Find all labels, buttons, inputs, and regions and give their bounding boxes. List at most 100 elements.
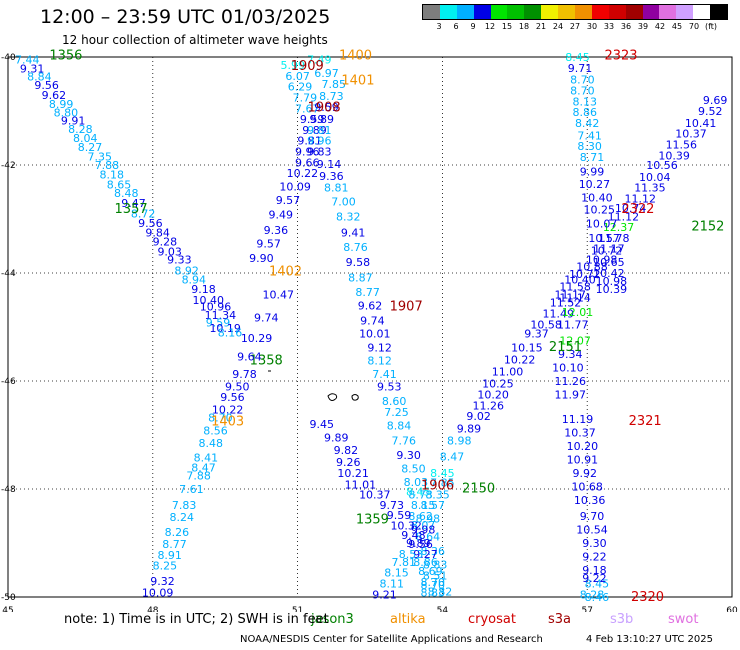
wave-height-value: 11.01 [345,479,377,492]
wave-height-value: 9.32 [150,575,175,588]
wave-height-value: 10.25 [584,203,616,216]
wave-height-value: 8.60 [382,395,407,408]
wave-height-value: 9.49 [268,209,293,222]
wave-height-value: 8.45 [565,51,590,64]
wave-height-value: 8.03 [404,476,429,489]
wave-height-value: 11.58 [559,281,591,294]
y-tick-label: -42 [1,161,16,171]
wave-height-value: 8.36 [420,545,445,558]
wave-height-value: 9.12 [367,342,392,355]
colorbar-label: 24 [552,22,564,31]
colorbar-swatch [608,5,626,19]
wave-height-value: 7.76 [392,434,417,447]
wave-height-value: 9.18 [582,564,607,577]
legend-item-swot: swot [668,612,699,627]
colorbar-label: 12 [484,22,496,31]
track-1402: 5.996.076.297.797.679.599.899.819.969.66… [249,59,327,279]
wave-height-value: 8.94 [182,273,207,286]
wave-height-value: 9.56 [408,538,433,551]
wave-height-value: 10.98 [586,254,618,267]
wave-height-value: 9.69 [703,94,728,107]
wave-height-value: 8.84 [387,419,412,432]
wave-height-value: 8.13 [573,95,598,108]
wave-height-value: 10.65 [593,256,625,269]
colorbar [422,4,728,20]
wave-height-value: 8.50 [401,462,426,475]
wave-height-value: 10.10 [552,362,584,375]
wave-height-value: 11.78 [598,232,630,245]
wave-height-value: 9.31 [20,62,45,75]
rev-label: 1358 [250,353,283,368]
wave-height-value: 8.25 [153,560,178,573]
colorbar-swatch [490,5,508,19]
wave-height-value: 9.96 [307,135,332,148]
wave-height-value: 9.37 [524,327,549,340]
wave-height-value: 11.12 [625,192,657,205]
track-1400: 7.49 1400 [307,48,372,66]
colorbar-label: 45 [671,22,683,31]
wave-height-value: 7.88 [186,470,211,483]
wave-height-value: 8.11 [379,578,404,591]
wave-height-value: 10.22 [287,167,319,180]
track-1356: 7.449.318.849.569.628.998.809.918.288.04… [15,48,242,339]
wave-height-value: 11.26 [555,375,587,388]
wave-height-value: 7.44 [15,54,40,67]
wave-height-value: 10.04 [639,171,671,184]
wave-height-value: 9.57 [256,237,281,250]
rev-label: 2322 [621,202,654,217]
wave-height-value: 11.97 [555,389,587,402]
wave-height-value: 11.00 [492,365,524,378]
wave-height-value: 7.61 [179,483,204,496]
colorbar-swatch [575,5,592,19]
wave-height-value: 7.88 [95,159,120,172]
wave-height-value: 9.36 [264,224,289,237]
rev-label: 1403 [211,414,244,429]
colorbar-label: 3 [436,22,442,31]
rev-label: 2323 [604,48,637,63]
track-1909: 1909 [291,59,324,74]
wave-height-value: 9.34 [558,348,583,361]
track-1357: 1357 [115,202,148,217]
colorbar-label: 27 [569,22,581,31]
wave-height-value: 8.99 [49,98,74,111]
wave-height-value: 8.41 [194,452,219,465]
colorbar-swatch [659,5,677,19]
wave-height-value: 12.01 [562,306,594,319]
wave-height-value: 10.22 [212,404,244,417]
wave-height-value: 8.98 [447,434,472,447]
wave-height-value: 10.21 [337,467,369,480]
colorbar-label: 42 [654,22,666,31]
colorbar-swatch [693,5,711,19]
wave-height-value: 6.07 [285,70,310,83]
y-tick-label: -40 [1,53,16,63]
wave-height-value: 11.14 [559,291,591,304]
wave-height-value: 10.20 [567,440,599,453]
track-1908: 1908 [308,101,341,116]
wave-height-value: 7.00 [331,196,356,209]
wave-height-value: 9.96 [295,146,320,159]
colorbar-swatch [591,5,609,19]
legend-item-jason3: jason3 [311,612,354,627]
island-shape [351,394,359,401]
colorbar-swatch [710,5,728,19]
wave-height-value: 10.36 [574,494,606,507]
wave-height-value: 9.58 [346,256,371,269]
wave-height-value: 9.89 [324,432,349,445]
wave-height-value: 11.56 [666,138,698,151]
satellite-legend: jason3 altika cryosat s3a s3b swot [0,612,740,630]
wave-height-value: 10.09 [142,587,174,600]
wave-height-value: 8.30 [577,140,602,153]
wave-height-value: 8.45 [585,578,610,591]
wave-height-value: 11.26 [473,399,505,412]
wave-height-value: 10.68 [571,480,603,493]
rev-label: 2321 [629,414,662,429]
wave-height-value: 8.73 [408,488,433,501]
colorbar-label: 21 [535,22,547,31]
altimeter-map: -40 -42 -44 -46 -48 -50 45 48 51 54 57 60 7.449.31… [1,48,738,612]
legend-item-s3a: s3a [548,612,572,627]
wave-height-value: 10.72 [569,268,601,281]
wave-height-value: 9.62 [42,89,67,102]
wave-height-value: 8.28 [68,123,93,136]
wave-height-value: 10.98 [596,275,628,288]
wave-height-value: 9.30 [396,449,421,462]
